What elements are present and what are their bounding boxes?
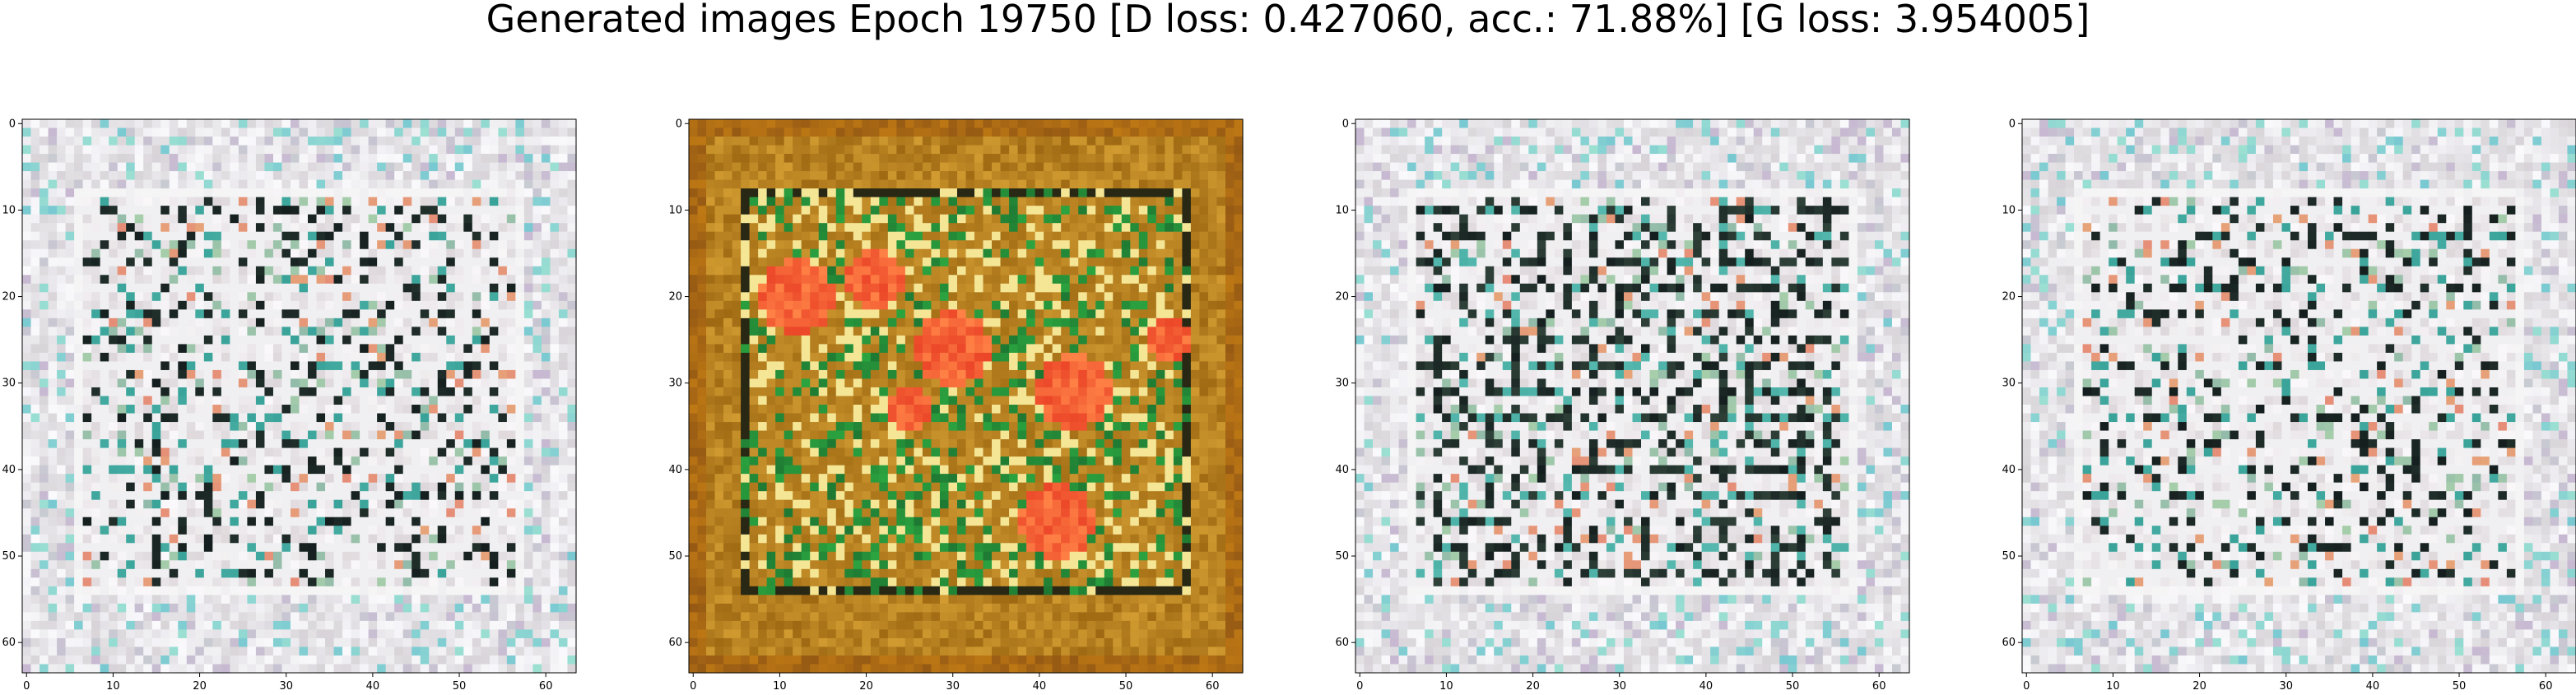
y-tick-label: 20: [1335, 291, 1349, 303]
axes-frame: [21, 118, 577, 674]
x-tick-label: 20: [193, 680, 207, 693]
x-tick-label: 30: [946, 680, 960, 693]
x-tick-label: 50: [2453, 680, 2467, 693]
y-tick-label: 20: [668, 291, 682, 303]
x-tick-label: 40: [366, 680, 380, 693]
x-tick-label: 60: [539, 680, 553, 693]
y-tick-label: 60: [2002, 637, 2016, 649]
y-tick-label: 40: [2002, 464, 2016, 476]
generated-image-panel-2: 0 10 20 30 40 50 60 0 10 20 30 40 50 60: [668, 118, 1244, 693]
y-tick-label: 50: [668, 550, 682, 563]
y-tick-label: 0: [676, 118, 682, 130]
x-tick-label: 60: [1206, 680, 1220, 693]
y-tick-label: 30: [2, 378, 16, 390]
x-tick-label: 20: [2192, 680, 2206, 693]
y-tick-label: 60: [668, 637, 682, 649]
axes-frame: [1355, 118, 1910, 674]
y-tick-label: 40: [2, 464, 16, 476]
axes-frame: [2021, 118, 2576, 674]
y-tick-label: 50: [2, 550, 16, 563]
generated-image-panel-4: 0 10 20 30 40 50 60 0 10 20 30 40 50 60: [2002, 118, 2576, 693]
y-tick-label: 20: [2, 291, 16, 303]
y-tick-label: 10: [2, 204, 16, 216]
x-tick-label: 40: [1700, 680, 1713, 693]
x-tick-label: 10: [773, 680, 787, 693]
y-tick-label: 40: [668, 464, 682, 476]
generated-image-panel-1: 0 10 20 30 40 50 60 0 10 20 30 40 50 60: [2, 118, 577, 693]
x-tick-label: 10: [2106, 680, 2120, 693]
x-tick-label: 30: [2279, 680, 2293, 693]
y-tick-label: 0: [1342, 118, 1349, 130]
y-tick-label: 60: [1335, 637, 1349, 649]
y-tick-label: 30: [2002, 378, 2016, 390]
figure-title: Generated images Epoch 19750 [D loss: 0.…: [486, 0, 2090, 41]
y-tick-label: 50: [1335, 550, 1349, 563]
axes-frame: [688, 118, 1244, 674]
x-tick-label: 10: [106, 680, 120, 693]
y-tick-label: 10: [2002, 204, 2016, 216]
y-tick-label: 60: [2, 637, 16, 649]
x-tick-label: 60: [1872, 680, 1886, 693]
y-tick-label: 10: [1335, 204, 1349, 216]
x-tick-label: 0: [1356, 680, 1363, 693]
y-tick-label: 0: [9, 118, 16, 130]
x-tick-label: 30: [1612, 680, 1626, 693]
x-tick-label: 0: [2023, 680, 2030, 693]
x-tick-label: 40: [2366, 680, 2380, 693]
y-tick-label: 50: [2002, 550, 2016, 563]
y-tick-label: 20: [2002, 291, 2016, 303]
x-tick-label: 40: [1033, 680, 1047, 693]
x-tick-label: 20: [1526, 680, 1540, 693]
y-tick-label: 0: [2009, 118, 2016, 130]
x-tick-label: 0: [23, 680, 30, 693]
generated-image-panel-3: 0 10 20 30 40 50 60 0 10 20 30 40 50 60: [1335, 118, 1910, 693]
y-tick-label: 30: [668, 378, 682, 390]
x-tick-label: 10: [1439, 680, 1453, 693]
x-tick-label: 50: [453, 680, 467, 693]
x-tick-label: 50: [1119, 680, 1133, 693]
x-tick-label: 30: [279, 680, 293, 693]
y-tick-label: 10: [668, 204, 682, 216]
x-tick-label: 0: [690, 680, 696, 693]
x-tick-label: 50: [1786, 680, 1800, 693]
x-tick-label: 20: [859, 680, 873, 693]
x-tick-label: 60: [2539, 680, 2553, 693]
y-tick-label: 30: [1335, 378, 1349, 390]
y-tick-label: 40: [1335, 464, 1349, 476]
